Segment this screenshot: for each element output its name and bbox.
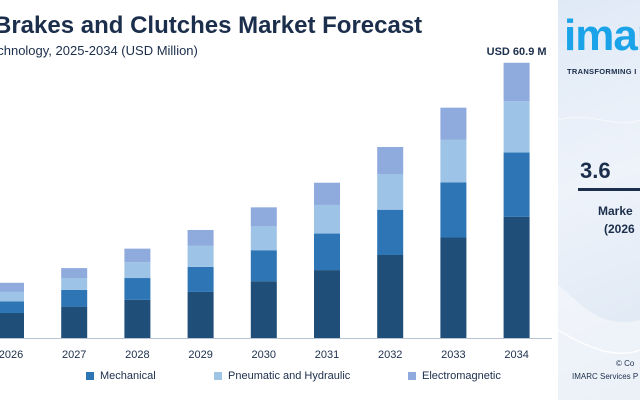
legend-swatch-pneumatic-hydraulic	[214, 372, 222, 380]
x-tick-label-2029: 2029	[188, 349, 212, 361]
cagr-label: Marke	[598, 204, 633, 218]
legend-label-mechanical: Mechanical	[100, 370, 156, 382]
x-tick-label-2033: 2033	[441, 349, 465, 361]
legend-label-pneumatic-hydraulic: Pneumatic and Hydraulic	[228, 370, 351, 382]
side-panel: imar TRANSFORMING I 3.6 Marke (2026 © Co…	[558, 0, 640, 400]
bar-segment-electromagnetic-2033	[440, 107, 467, 140]
cagr-value: 3.6	[580, 158, 611, 183]
legend-swatch-electromagnetic	[408, 372, 416, 380]
bar-segment-pneumatic-and-hydraulic-2026	[0, 291, 24, 302]
bar-segment-pneumatic-and-hydraulic-2027	[61, 278, 88, 290]
bar-segment-pneumatic-and-hydraulic-2033	[440, 139, 467, 183]
x-tick-label-2028: 2028	[125, 349, 149, 361]
x-tick-label-2031: 2031	[315, 349, 339, 361]
bar-segment-mechanical-2028	[124, 278, 151, 300]
bar-segment-electric-2034	[503, 216, 530, 338]
bar-segment-electric-2026	[0, 312, 24, 338]
bar-segment-electric-2030	[250, 281, 277, 338]
legend-item-electromagnetic: Electromagnetic	[408, 370, 501, 382]
x-tick-label-2032: 2032	[378, 349, 402, 361]
legend-swatch-mechanical	[86, 372, 94, 380]
bar-segment-mechanical-2027	[61, 289, 88, 307]
bar-segment-mechanical-2026	[0, 301, 24, 313]
bar-segment-pneumatic-and-hydraulic-2030	[250, 226, 277, 251]
bar-segment-electric-2027	[61, 306, 88, 338]
bar-segment-electric-2032	[377, 254, 404, 338]
x-tick-label-2034: 2034	[504, 349, 528, 361]
bar-segment-mechanical-2032	[377, 209, 404, 255]
bar-segment-mechanical-2031	[314, 233, 340, 271]
x-tick-label-2027: 2027	[62, 349, 86, 361]
brand-logo: imar	[564, 11, 640, 60]
bar-segment-mechanical-2029	[187, 266, 214, 292]
bar-chart: 2026 2027 2028 2029 2030 2031 2032 2033 2034 USD …	[0, 46, 552, 361]
cagr-period: (2026	[604, 222, 635, 236]
bar-segment-mechanical-2030	[250, 250, 277, 282]
bar-segment-electromagnetic-2026	[0, 282, 24, 292]
copyright-line: © Co	[616, 359, 635, 368]
chart-subtitle: echnology, 2025-2034 (USD Million)	[0, 43, 198, 58]
data-label-2034: USD 60.9 M	[487, 46, 547, 58]
chart-area: Brakes and Clutches Market Forecast echn…	[0, 12, 558, 388]
bar-segment-mechanical-2034	[503, 152, 530, 217]
chart-title: Brakes and Clutches Market Forecast	[0, 12, 423, 39]
x-tick-label-2030: 2030	[252, 349, 276, 361]
bar-segment-electric-2031	[314, 270, 340, 338]
legend-item-pneumatic-hydraulic: Pneumatic and Hydraulic	[214, 370, 350, 382]
bar-segment-electric-2033	[440, 237, 467, 338]
logo-tagline: TRANSFORMING I	[567, 67, 637, 76]
panel-wave-decoration	[558, 116, 640, 400]
legend-label-electromagnetic: Electromagnetic	[422, 370, 501, 382]
bar-segment-electromagnetic-2032	[377, 146, 404, 174]
bar-segment-pneumatic-and-hydraulic-2029	[187, 245, 214, 267]
bar-segment-mechanical-2033	[440, 182, 467, 238]
bar-segment-electromagnetic-2034	[503, 62, 530, 102]
bar-segment-electromagnetic-2027	[61, 268, 88, 279]
bar-segment-electromagnetic-2030	[250, 207, 277, 227]
bar-segment-electric-2028	[124, 299, 151, 338]
x-tick-label-2026: 2026	[0, 349, 23, 361]
bar-segment-electric-2029	[187, 291, 214, 338]
copyright-holder: IMARC Services P	[572, 372, 639, 381]
cagr-divider	[578, 188, 640, 191]
chart-legend: ctric Mechanical Pneumatic and Hydraulic…	[0, 370, 558, 388]
legend-item-mechanical: Mechanical	[86, 370, 156, 382]
bar-segment-electromagnetic-2029	[187, 229, 214, 246]
bar-segment-pneumatic-and-hydraulic-2032	[377, 173, 404, 210]
bar-segment-pneumatic-and-hydraulic-2031	[314, 204, 340, 234]
bar-segment-pneumatic-and-hydraulic-2034	[503, 101, 530, 153]
bar-segment-electromagnetic-2028	[124, 248, 151, 263]
bar-segment-electromagnetic-2031	[314, 182, 340, 205]
bar-segment-pneumatic-and-hydraulic-2028	[124, 262, 151, 279]
